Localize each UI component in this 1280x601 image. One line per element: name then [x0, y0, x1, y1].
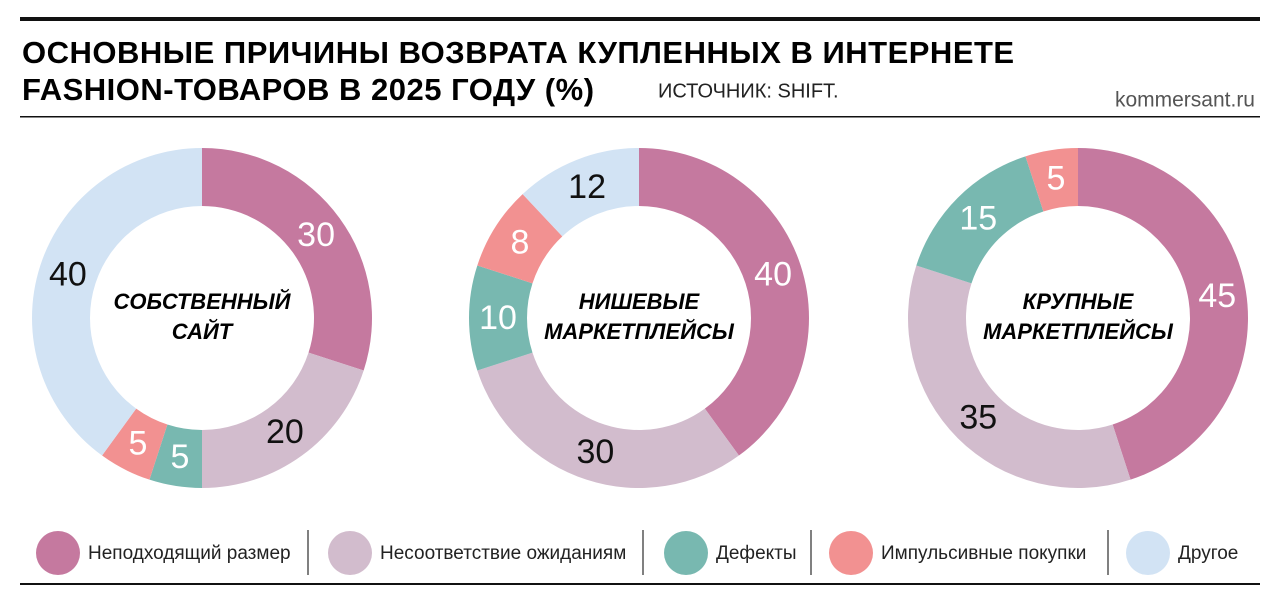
donut-segment [639, 148, 809, 456]
legend-label: Дефекты [716, 543, 797, 564]
value-label: 45 [1198, 277, 1236, 315]
legend-swatch [1126, 531, 1170, 575]
donut-segment [477, 194, 563, 284]
rule [20, 116, 1260, 118]
donut-segment [908, 265, 1131, 488]
donut-segment [1025, 148, 1078, 212]
donut-segment [522, 148, 639, 237]
value-label: 10 [479, 299, 517, 337]
donut-segment [202, 148, 372, 371]
center-label: СОБСТВЕННЫЙ [114, 288, 292, 314]
value-label: 30 [577, 433, 615, 471]
value-label: 20 [266, 413, 304, 451]
donut-segment [469, 265, 533, 371]
top-rule [20, 17, 1260, 21]
center-label: НИШЕВЫЕ [579, 289, 701, 314]
donut-segment [916, 156, 1044, 284]
center-label: МАРКЕТПЛЕЙСЫ [544, 318, 735, 344]
value-label: 15 [959, 199, 997, 237]
bottom-rule [20, 583, 1260, 585]
center-label: САЙТ [172, 318, 234, 344]
value-label: 12 [568, 168, 606, 206]
value-label: 8 [510, 223, 529, 261]
donut-segment [477, 352, 739, 488]
legend-label: Другое [1178, 543, 1238, 564]
source: ИСТОЧНИК: SHIFT. [658, 80, 839, 102]
title-line: ОСНОВНЫЕ ПРИЧИНЫ ВОЗВРАТА КУПЛЕННЫХ В ИН… [22, 35, 1015, 70]
value-label: 35 [959, 399, 997, 437]
donut-segment [202, 352, 364, 488]
value-label: 40 [49, 255, 87, 293]
value-label: 5 [129, 425, 148, 463]
legend-label: Неподходящий размер [88, 543, 291, 564]
legend-swatch [328, 531, 372, 575]
title-line: FASHION-ТОВАРОВ В 2025 ГОДУ (%) [22, 72, 595, 107]
legend-dividers [307, 530, 1109, 575]
center-label: КРУПНЫЕ [1023, 289, 1135, 314]
donut-segment [102, 408, 168, 480]
value-label: 40 [754, 255, 792, 293]
donut-segment [149, 424, 202, 488]
value-label: 30 [297, 216, 335, 254]
legend-swatch [829, 531, 873, 575]
legend-swatch [36, 531, 80, 575]
value-label: 5 [1046, 160, 1065, 198]
center-label: МАРКЕТПЛЕЙСЫ [983, 318, 1174, 344]
site: kommersant.ru [1115, 89, 1255, 112]
legend-swatch [664, 531, 708, 575]
donut-segment [32, 148, 202, 456]
legend-label: Импульсивные покупки [881, 543, 1086, 564]
legend-label: Несоответствие ожиданиям [380, 543, 626, 564]
donut-segment [1078, 148, 1248, 480]
value-label: 5 [170, 438, 189, 476]
